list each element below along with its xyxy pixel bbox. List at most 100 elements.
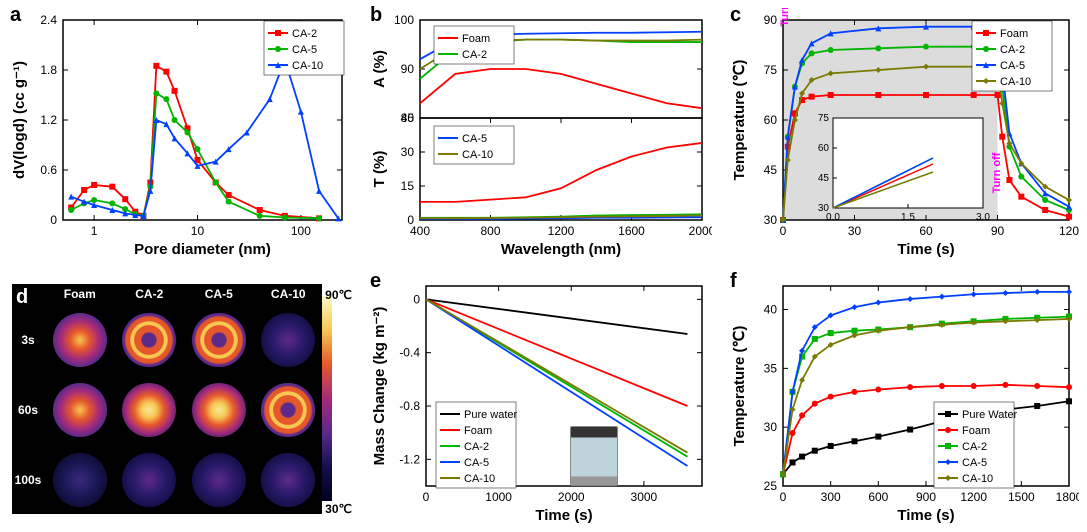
- panel-f-label: f: [730, 270, 737, 293]
- tc-2-2: [185, 446, 253, 514]
- svg-text:3000: 3000: [631, 490, 658, 504]
- svg-text:600: 600: [868, 490, 888, 504]
- svg-text:Time (s): Time (s): [897, 241, 954, 258]
- col-ca2: CA-2: [116, 284, 184, 304]
- svg-text:0.6: 0.6: [40, 163, 57, 177]
- tc-0-2: [185, 306, 253, 374]
- svg-text:0: 0: [50, 213, 57, 227]
- panel-c: c 03060901203045607590Time (s)Temperatur…: [720, 0, 1087, 266]
- svg-text:A (%): A (%): [371, 50, 388, 88]
- svg-text:Turn off: Turn off: [991, 152, 1003, 193]
- svg-text:10: 10: [191, 224, 205, 238]
- svg-text:25: 25: [764, 479, 778, 493]
- figure-grid: a 11010000.61.21.82.4Pore diameter (nm)d…: [0, 0, 1087, 532]
- tc-1-0: [46, 376, 114, 444]
- thermal-grid: Foam CA-2 CA-5 CA-10 3s 60s 100s: [12, 284, 322, 514]
- svg-text:1.5: 1.5: [901, 212, 915, 223]
- svg-text:45: 45: [764, 163, 778, 177]
- panel-c-label: c: [730, 4, 741, 27]
- svg-text:Time (s): Time (s): [897, 507, 954, 524]
- panel-a: a 11010000.61.21.82.4Pore diameter (nm)d…: [0, 0, 360, 266]
- tc-2-3: [255, 446, 323, 514]
- inset-photo: [570, 426, 618, 486]
- svg-text:CA-5: CA-5: [292, 44, 317, 56]
- svg-text:35: 35: [764, 361, 778, 375]
- svg-text:30: 30: [401, 145, 415, 159]
- svg-text:Pure Water: Pure Water: [962, 409, 1018, 421]
- tc-1-2: [185, 376, 253, 444]
- svg-text:900: 900: [916, 490, 936, 504]
- svg-text:40: 40: [764, 303, 778, 317]
- svg-text:75: 75: [818, 113, 830, 124]
- svg-text:30: 30: [764, 213, 778, 227]
- colorbar: [322, 296, 332, 501]
- svg-text:Time (s): Time (s): [535, 507, 592, 524]
- svg-text:60: 60: [818, 143, 830, 154]
- svg-text:2000: 2000: [689, 224, 712, 238]
- cb-max: 90℃: [325, 288, 352, 302]
- svg-text:15: 15: [401, 179, 415, 193]
- svg-text:CA-10: CA-10: [292, 60, 323, 72]
- svg-text:Mass Change (kg m⁻²): Mass Change (kg m⁻²): [371, 307, 388, 466]
- panel-e-label: e: [370, 270, 381, 293]
- svg-text:Temperature (℃): Temperature (℃): [731, 60, 748, 181]
- svg-text:-0.8: -0.8: [399, 399, 420, 413]
- svg-text:100: 100: [394, 13, 414, 27]
- svg-text:CA-5: CA-5: [462, 133, 487, 145]
- svg-text:0: 0: [407, 213, 414, 227]
- svg-text:Turn on: Turn on: [779, 8, 791, 27]
- svg-text:dV(logd) (cc g⁻¹): dV(logd) (cc g⁻¹): [11, 61, 28, 179]
- svg-text:Pore diameter (nm): Pore diameter (nm): [134, 241, 271, 258]
- col-ca5: CA-5: [185, 284, 253, 304]
- svg-text:1: 1: [91, 224, 98, 238]
- svg-text:-1.2: -1.2: [399, 452, 420, 466]
- svg-text:1600: 1600: [618, 224, 645, 238]
- panel-f: f 030060090012001500180025303540Time (s)…: [720, 266, 1087, 532]
- svg-text:60: 60: [764, 113, 778, 127]
- svg-text:2.4: 2.4: [40, 13, 57, 27]
- svg-text:CA-2: CA-2: [1000, 44, 1025, 56]
- svg-text:45: 45: [401, 111, 415, 125]
- panel-d: d Foam CA-2 CA-5 CA-10 3s 60s 100s 90℃ 3…: [0, 266, 360, 532]
- col-foam: Foam: [46, 284, 114, 304]
- tc-1-1: [116, 376, 184, 444]
- tc-2-1: [116, 446, 184, 514]
- svg-text:Wavelength (nm): Wavelength (nm): [501, 241, 621, 258]
- svg-text:0: 0: [423, 490, 430, 504]
- cb-min: 30℃: [325, 502, 352, 516]
- svg-text:CA-10: CA-10: [962, 473, 993, 485]
- svg-text:800: 800: [480, 224, 500, 238]
- svg-text:0: 0: [413, 292, 420, 306]
- tc-0-0: [46, 306, 114, 374]
- svg-text:CA-5: CA-5: [464, 457, 489, 469]
- svg-text:60: 60: [919, 224, 933, 238]
- svg-text:CA-2: CA-2: [462, 49, 487, 61]
- svg-text:1500: 1500: [1008, 490, 1035, 504]
- row-3s: 3s: [12, 306, 44, 374]
- svg-text:Foam: Foam: [464, 425, 492, 437]
- panel-d-label: d: [16, 286, 28, 309]
- svg-text:75: 75: [764, 63, 778, 77]
- svg-text:90: 90: [764, 13, 778, 27]
- svg-text:300: 300: [821, 490, 841, 504]
- svg-text:1200: 1200: [548, 224, 575, 238]
- svg-text:T (%): T (%): [371, 151, 388, 188]
- svg-text:CA-2: CA-2: [962, 441, 987, 453]
- svg-text:CA-10: CA-10: [464, 473, 495, 485]
- svg-text:30: 30: [818, 203, 830, 214]
- svg-text:120: 120: [1059, 224, 1079, 238]
- svg-text:Foam: Foam: [1000, 28, 1028, 40]
- svg-text:1000: 1000: [485, 490, 512, 504]
- panel-b: b 8090100A (%)4008001200160020000153045W…: [360, 0, 720, 266]
- row-100s: 100s: [12, 446, 44, 514]
- svg-text:1.2: 1.2: [40, 113, 57, 127]
- svg-text:90: 90: [991, 224, 1005, 238]
- svg-text:CA-2: CA-2: [292, 28, 317, 40]
- panel-a-label: a: [10, 4, 21, 27]
- svg-text:1.8: 1.8: [40, 63, 57, 77]
- tc-1-3: [255, 376, 323, 444]
- tc-0-1: [116, 306, 184, 374]
- svg-text:CA-5: CA-5: [962, 457, 987, 469]
- svg-text:Foam: Foam: [462, 33, 490, 45]
- tc-2-0: [46, 446, 114, 514]
